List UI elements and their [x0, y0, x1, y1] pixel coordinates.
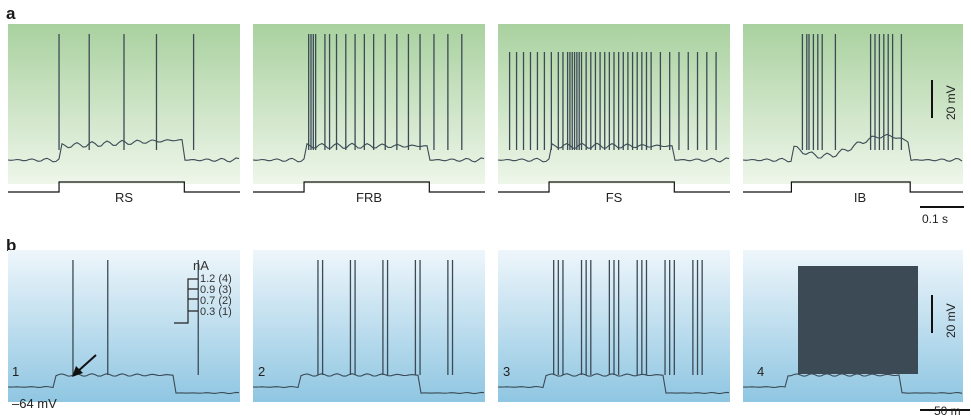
cell-label-fs: FS	[605, 190, 623, 205]
scale-bar-b	[920, 295, 970, 411]
voltage-trace	[743, 133, 963, 163]
panel-label-a: a	[6, 4, 16, 23]
current-step-legend	[174, 278, 198, 324]
current-step-3: 0.9 (3)	[200, 284, 232, 296]
scale-bar-a	[920, 80, 964, 208]
scale-v-b: 20 mV	[944, 303, 958, 338]
panel-background	[253, 250, 485, 402]
cell-label-ib: IB	[853, 190, 867, 205]
current-step-4: 1.2 (4)	[200, 273, 232, 285]
current-step-1: 0.3 (1)	[200, 306, 232, 318]
cell-label-rs: RS	[114, 190, 134, 205]
trace-panel-rs	[8, 24, 240, 193]
trace-number-2: 2	[258, 364, 266, 379]
cell-label-frb: FRB	[356, 190, 382, 205]
panel-background	[253, 24, 485, 184]
current-step-trace	[8, 181, 240, 193]
voltage-trace	[253, 142, 485, 163]
trace-panel-frb	[253, 24, 485, 193]
trace-number-4: 4	[757, 364, 765, 379]
current-step-trace	[743, 181, 963, 193]
current-step-trace	[498, 181, 730, 193]
resting-potential-label: –64 mV	[12, 396, 57, 411]
panel-label-b: b	[6, 236, 17, 255]
voltage-trace	[8, 373, 240, 395]
scale-v-a: 20 mV	[944, 85, 958, 120]
voltage-trace	[743, 373, 963, 394]
trace-panel-4	[743, 250, 963, 402]
voltage-trace	[253, 373, 485, 395]
scale-t-b: 50 m	[934, 404, 961, 418]
trace-number-1: 1	[12, 364, 20, 379]
trace-panel-fs	[498, 24, 730, 193]
panel-background	[8, 250, 240, 402]
trace-number-3: 3	[503, 364, 511, 379]
spike-burst	[798, 266, 918, 374]
trace-panel-3	[498, 250, 730, 402]
panel-background	[743, 24, 963, 184]
trace-panel-2	[253, 250, 485, 402]
current-unit-label: nA	[193, 258, 209, 273]
trace-panel-1	[8, 250, 240, 402]
arrow-icon	[72, 354, 97, 377]
scale-t-a: 0.1 s	[922, 212, 949, 226]
current-step-2: 0.7 (2)	[200, 295, 232, 307]
trace-panel-ib	[743, 24, 963, 193]
current-step-trace	[253, 181, 485, 193]
